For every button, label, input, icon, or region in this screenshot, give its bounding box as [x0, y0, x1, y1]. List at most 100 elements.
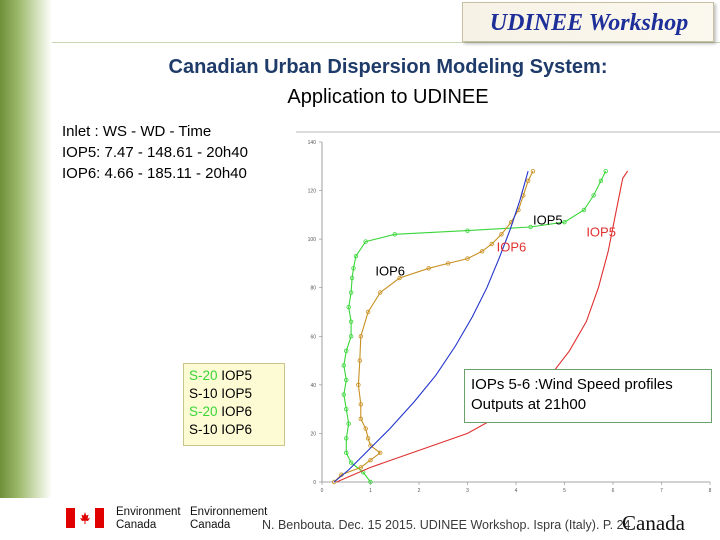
y-tick-label-6: 120 [308, 189, 317, 195]
series-1-point-9 [358, 402, 363, 407]
chart-annotation-2: IOP6 [497, 239, 527, 254]
series-1-point-2 [358, 465, 363, 470]
series-0-point-18 [363, 239, 368, 244]
series-0-point-10 [344, 348, 349, 354]
chart-svg: 0 1 2 3 4 5 6 7 8020406080100120140IOP5IOP5IOP6I… [296, 131, 720, 494]
series-0-point-0 [368, 479, 373, 485]
x-tick-label-7: 7 [660, 488, 663, 494]
series-0-point-9 [341, 363, 347, 368]
y-tick-label-0: 0 [313, 480, 316, 486]
legend-suffix-1: IOP5 [221, 368, 253, 383]
series-0-point-3 [344, 450, 349, 456]
series-1-point-26 [530, 168, 536, 174]
slide-title: Canadian Urban Dispersion Modeling Syste… [168, 56, 608, 78]
legend-row-1: S-20 IOP5 [189, 367, 284, 385]
series-1-point-8 [358, 416, 363, 422]
legend-row-3: S-20 IOP6 [189, 403, 284, 421]
dept-en-line-1: Environment [116, 506, 181, 518]
dept-fr-line-2: Canada [190, 519, 231, 531]
inlet-conditions: Inlet : WS - WD - Time IOP5: 7.47 - 148.… [62, 121, 248, 184]
citation: N. Benbouta. Dec. 15 2015. UDINEE Worksh… [262, 518, 631, 532]
legend-suffix-2: IOP5 [221, 386, 253, 401]
chart-annotation-0: IOP5 [533, 213, 563, 228]
series-1-point-12 [358, 334, 363, 339]
series-1-point-16 [426, 266, 431, 271]
dept-name-fr: Environnement Canada [190, 506, 267, 532]
series-0-point-25 [598, 178, 604, 184]
series-line-0 [343, 170, 607, 483]
wind-speed-chart: 0 1 2 3 4 5 6 7 8 0 20 40 60 80 100 120 140 IOP5 IOP5 IOP6 I… [286, 120, 720, 502]
series-1-point-0 [331, 479, 337, 485]
series-1-point-15 [397, 275, 402, 281]
series-0-point-2 [348, 460, 354, 465]
chart-annotation-3: IOP6 [375, 264, 405, 279]
x-tick-label-8: 8 [709, 488, 712, 494]
left-gradient-band [0, 0, 52, 540]
footer [0, 498, 720, 540]
series-1-point-18 [465, 256, 470, 261]
y-tick-label-7: 140 [308, 140, 317, 146]
series-1-point-3 [368, 457, 373, 463]
dept-name-en: Environment Canada [116, 506, 181, 532]
top-divider [52, 42, 720, 43]
series-1-point-25 [525, 178, 531, 184]
series-0-point-24 [591, 193, 596, 198]
series-0-point-12 [348, 319, 354, 324]
series-line-3 [336, 170, 629, 483]
series-1-point-7 [363, 426, 368, 431]
y-tick-label-1: 20 [310, 431, 316, 437]
dept-en-line-2: Canada [116, 519, 157, 531]
series-0-point-5 [346, 421, 351, 426]
series-0-point-6 [344, 406, 349, 412]
x-tick-label-4: 4 [515, 488, 518, 494]
y-tick-label-2: 40 [310, 383, 316, 389]
note-line-2: Outputs at 21h00 [471, 396, 587, 413]
series-1-point-10 [356, 382, 361, 388]
chart-annotation-1: IOP5 [586, 225, 616, 240]
inlet-line-1: Inlet : WS - WD - Time [62, 123, 212, 140]
series-0-point-17 [353, 253, 359, 259]
series-0-point-8 [344, 377, 349, 383]
legend-prefix-1: S-20 [189, 368, 222, 383]
x-tick-label-6: 6 [612, 488, 615, 494]
series-0-point-19 [392, 232, 397, 237]
legend-suffix-3: IOP6 [221, 404, 253, 419]
series-0-point-14 [348, 290, 354, 295]
canada-flag-icon [66, 508, 104, 528]
dept-fr-line-1: Environnement [190, 506, 268, 518]
legend-prefix-2: S-10 [189, 386, 222, 401]
legend-suffix-4: IOP6 [221, 422, 253, 437]
series-0-point-23 [581, 207, 587, 213]
series-0-point-11 [348, 334, 354, 339]
workshop-title: UDINEE Workshop [489, 10, 689, 36]
series-0-point-22 [562, 219, 567, 225]
legend-prefix-4: S-10 [189, 422, 222, 437]
series-line-2 [333, 170, 529, 483]
x-tick-label-5: 5 [563, 488, 566, 494]
x-tick-label-1: 1 [369, 488, 372, 494]
series-1-point-13 [365, 309, 371, 315]
inlet-line-3: IOP6: 4.66 - 185.11 - 20h40 [62, 165, 247, 182]
series-0-point-15 [349, 275, 355, 281]
x-tick-label-0: 0 [321, 488, 324, 494]
x-tick-label-2: 2 [418, 488, 421, 494]
maple-leaf-icon [80, 512, 90, 524]
series-0-point-16 [351, 266, 356, 271]
profile-note: IOPs 5-6 :Wind Speed profiles Outputs at… [464, 369, 712, 423]
x-tick-label-3: 3 [466, 488, 469, 494]
canada-wordmark: Canada [622, 511, 685, 535]
legend-row-2: S-10 IOP5 [189, 385, 284, 403]
series-0-point-4 [344, 436, 349, 441]
series-0-point-7 [341, 392, 347, 397]
legend-row-4: S-10 IOP6 [189, 421, 284, 439]
series-1-point-4 [377, 450, 383, 456]
series-line-1 [333, 170, 534, 483]
series-1-point-11 [357, 358, 363, 363]
series-1-point-21 [499, 232, 504, 237]
y-tick-label-4: 80 [310, 286, 316, 292]
series-1-point-6 [365, 436, 371, 441]
slide-subtitle: Application to UDINEE [287, 86, 489, 108]
inlet-line-2: IOP5: 7.47 - 148.61 - 20h40 [62, 144, 248, 161]
series-1-point-14 [377, 290, 383, 295]
series-1-point-20 [489, 241, 494, 247]
